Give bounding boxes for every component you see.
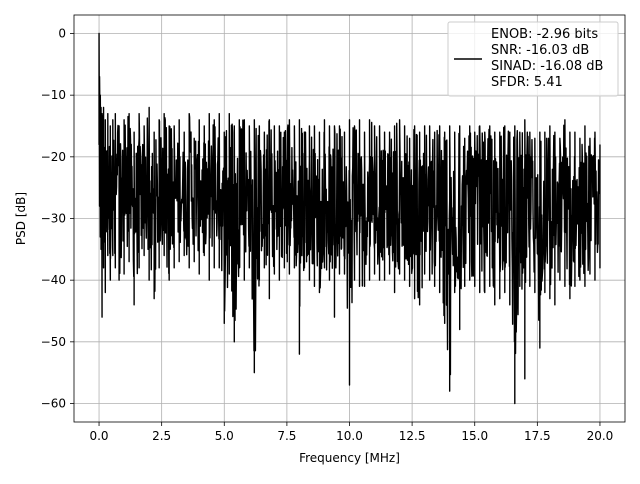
x-tick-label: 15.0 (461, 429, 488, 443)
x-tick-label: 12.5 (399, 429, 426, 443)
x-tick-label: 0.0 (89, 429, 108, 443)
y-tick-label: −60 (41, 397, 66, 411)
y-tick-label: −30 (41, 212, 66, 226)
x-tick-label: 2.5 (152, 429, 171, 443)
y-tick-label: −10 (41, 88, 66, 102)
y-tick-label: −40 (41, 273, 66, 287)
plot-area (98, 32, 601, 405)
legend: ENOB: -2.96 bits SNR: -16.03 dB SINAD: -… (447, 21, 619, 97)
y-tick-label: −50 (41, 335, 66, 349)
legend-line-snr: SNR: -16.03 dB (491, 43, 589, 58)
x-tick-label: 17.5 (524, 429, 551, 443)
x-tick-label: 10.0 (336, 429, 363, 443)
series-layer (98, 32, 601, 405)
legend-box (447, 21, 619, 97)
x-tick-label: 20.0 (587, 429, 614, 443)
x-tick-label: 7.5 (277, 429, 296, 443)
ticks: 0.0 2.5 5.0 7.5 10.0 12.5 15.0 17.5 20.0 0 −10 −20 −… (41, 27, 614, 444)
x-tick-label: 5.0 (215, 429, 234, 443)
legend-line-sinad: SINAD: -16.08 dB (491, 59, 603, 74)
psd-series-line (98, 32, 601, 405)
y-tick-label: −20 (41, 150, 66, 164)
legend-line-enob: ENOB: -2.96 bits (491, 27, 598, 42)
x-axis-label: Frequency [MHz] (299, 451, 400, 465)
legend-line-sfdr: SFDR: 5.41 (491, 75, 563, 90)
y-axis-label: PSD [dB] (14, 192, 28, 245)
y-tick-label: 0 (58, 27, 66, 41)
